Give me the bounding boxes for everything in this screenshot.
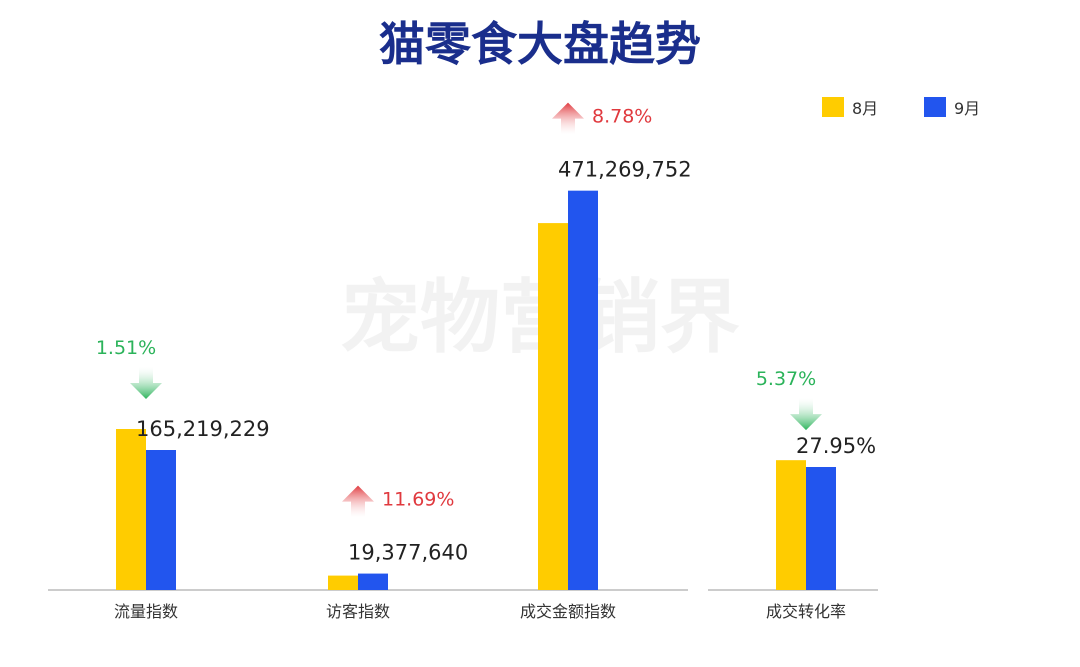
bar-3-1	[806, 467, 836, 590]
bar-3-0	[776, 460, 806, 590]
legend-swatch-aug	[822, 97, 844, 117]
change-label-0: 1.51%	[96, 337, 156, 359]
change-label-1: 11.69%	[382, 489, 454, 511]
down-arrow-icon-0	[130, 367, 162, 400]
change-label-3: 5.37%	[756, 368, 816, 390]
category-label-3: 成交转化率	[766, 602, 846, 621]
bar-2-1	[568, 190, 598, 590]
category-label-0: 流量指数	[114, 602, 178, 621]
category-label-1: 访客指数	[326, 602, 390, 621]
value-label-3: 27.95%	[796, 434, 876, 458]
bar-0-0	[116, 429, 146, 590]
legend-swatch-sep	[924, 97, 946, 117]
value-label-1: 19,377,640	[348, 541, 468, 565]
up-arrow-icon-2	[552, 102, 584, 135]
legend: 8月 9月	[822, 97, 980, 118]
up-arrow-icon-1	[342, 485, 374, 518]
chart-marks: 165,219,229 流量指数 1.51% 19,377,640 访客指数 11.69%…	[96, 102, 876, 621]
category-label-2: 成交金额指数	[520, 602, 616, 621]
bar-1-0	[328, 575, 358, 590]
value-label-2: 471,269,752	[558, 158, 692, 182]
legend-label-aug: 8月	[852, 99, 878, 118]
value-label-0: 165,219,229	[136, 417, 270, 441]
page-title: 猫零食大盘趋势	[379, 17, 701, 71]
down-arrow-icon-3	[790, 398, 822, 431]
bar-2-0	[538, 223, 568, 590]
bar-1-1	[358, 573, 388, 590]
legend-label-sep: 9月	[954, 99, 980, 118]
change-label-2: 8.78%	[592, 106, 652, 128]
bar-0-1	[146, 450, 176, 590]
